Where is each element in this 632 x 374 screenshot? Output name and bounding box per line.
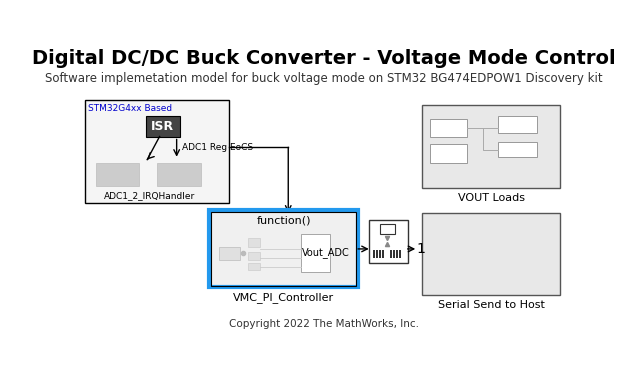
FancyBboxPatch shape (422, 105, 561, 188)
FancyBboxPatch shape (248, 263, 260, 270)
FancyBboxPatch shape (301, 233, 330, 272)
Text: Copyright 2022 The MathWorks, Inc.: Copyright 2022 The MathWorks, Inc. (229, 319, 419, 329)
FancyBboxPatch shape (390, 251, 392, 258)
FancyBboxPatch shape (248, 238, 260, 247)
FancyBboxPatch shape (96, 163, 138, 186)
FancyBboxPatch shape (430, 144, 467, 163)
Text: function(): function() (257, 215, 311, 226)
Text: Vout_ADC: Vout_ADC (302, 247, 350, 258)
FancyBboxPatch shape (430, 119, 467, 137)
FancyBboxPatch shape (145, 116, 179, 137)
Text: 1: 1 (417, 242, 426, 256)
FancyBboxPatch shape (498, 142, 537, 157)
Text: VOUT Loads: VOUT Loads (458, 193, 525, 203)
FancyBboxPatch shape (396, 251, 398, 258)
Text: VMC_PI_Controller: VMC_PI_Controller (233, 292, 334, 303)
FancyBboxPatch shape (376, 251, 378, 258)
FancyBboxPatch shape (498, 116, 537, 133)
FancyBboxPatch shape (85, 100, 229, 203)
FancyBboxPatch shape (219, 246, 240, 260)
FancyBboxPatch shape (157, 163, 202, 186)
Text: STM32G4xx Based: STM32G4xx Based (88, 104, 173, 113)
FancyBboxPatch shape (248, 252, 260, 260)
Text: Digital DC/DC Buck Converter - Voltage Mode Control: Digital DC/DC Buck Converter - Voltage M… (32, 49, 616, 68)
FancyBboxPatch shape (379, 251, 381, 258)
FancyBboxPatch shape (399, 251, 401, 258)
FancyBboxPatch shape (393, 251, 395, 258)
Text: Software implemetation model for buck voltage mode on STM32 BG474EDPOW1 Discover: Software implemetation model for buck vo… (45, 72, 603, 85)
Text: Serial Send to Host: Serial Send to Host (438, 300, 545, 310)
FancyBboxPatch shape (422, 213, 561, 295)
Text: ISR: ISR (151, 120, 174, 133)
FancyBboxPatch shape (373, 251, 375, 258)
Text: ADC1 Reg EoCS: ADC1 Reg EoCS (182, 143, 253, 152)
FancyBboxPatch shape (209, 211, 358, 288)
Text: ADC1_2_IRQHandler: ADC1_2_IRQHandler (104, 191, 195, 200)
FancyBboxPatch shape (369, 220, 408, 263)
FancyBboxPatch shape (380, 224, 395, 234)
FancyBboxPatch shape (382, 251, 384, 258)
